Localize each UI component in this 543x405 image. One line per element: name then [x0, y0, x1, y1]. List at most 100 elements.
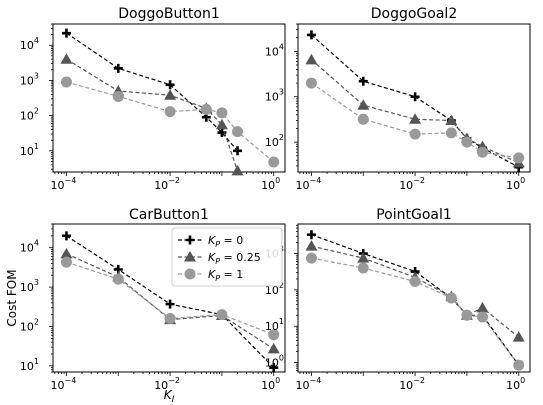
legend-var-sub: P [215, 274, 220, 283]
data-point [306, 30, 316, 40]
data-point [216, 107, 228, 119]
tick-exponent: 4 [34, 239, 39, 248]
x-tick-label: 10−2 [399, 176, 425, 192]
data-point [445, 127, 457, 139]
x-tick-label: 100 [506, 176, 525, 192]
plot-frame [297, 223, 531, 373]
x-tick-label: 10−4 [296, 176, 322, 192]
data-point [445, 114, 458, 125]
tick-exponent: 1 [34, 142, 39, 151]
legend-var-sub: P [215, 257, 220, 266]
tick-exponent: 0 [520, 176, 525, 185]
data-point [112, 90, 124, 102]
data-point [164, 89, 177, 100]
data-point [112, 273, 124, 285]
tick-exponent: 1 [279, 317, 284, 326]
data-point [305, 252, 317, 264]
panel-title: PointGoal1 [376, 207, 452, 223]
data-point [61, 231, 71, 241]
tick-base: 10 [399, 179, 413, 192]
legend-label: KP = 0.25 [208, 251, 261, 266]
tick-base: 10 [265, 357, 279, 370]
data-point [513, 359, 525, 371]
tick-base: 10 [265, 320, 279, 333]
tick-base: 10 [20, 281, 34, 294]
data-point [60, 53, 73, 64]
tick-exponent: 4 [34, 36, 39, 45]
x-tick-label: 10−2 [154, 176, 180, 192]
data-point [216, 309, 228, 321]
tick-exponent: −2 [413, 376, 425, 385]
panel-pointgoal1: PointGoal1 10−410−2100100101102103 [265, 207, 531, 392]
data-point [305, 240, 318, 251]
data-point [461, 136, 473, 148]
legend-box [171, 227, 283, 287]
tick-exponent: 3 [34, 278, 39, 287]
tick-exponent: 2 [34, 318, 39, 327]
tick-exponent: −2 [168, 176, 180, 185]
tick-base: 10 [399, 379, 413, 392]
tick-base: 10 [506, 179, 520, 192]
y-tick-label: 104 [20, 239, 39, 255]
legend-label: KP = 0 [208, 234, 243, 249]
data-point [461, 309, 473, 321]
tick-base: 10 [51, 179, 65, 192]
y-tick-label: 100 [265, 354, 284, 370]
y-tick-label: 101 [265, 317, 284, 333]
legend-marker [185, 235, 195, 245]
y-axis-label: Cost FOM [5, 269, 19, 326]
data-point [269, 363, 279, 373]
data-point [165, 80, 175, 90]
data-point [357, 113, 369, 125]
tick-exponent: 0 [520, 376, 525, 385]
x-tick-label: 10−2 [399, 376, 425, 392]
data-point [306, 230, 316, 240]
tick-exponent: 2 [34, 107, 39, 116]
tick-base: 10 [20, 74, 34, 87]
data-point [357, 252, 370, 263]
data-point [113, 63, 123, 73]
y-tick-label: 103 [20, 278, 39, 294]
data-point [409, 276, 421, 288]
data-point [60, 256, 72, 268]
legend-marker [184, 251, 196, 262]
data-point [268, 156, 280, 168]
tick-base: 10 [261, 379, 275, 392]
tick-base: 10 [51, 379, 65, 392]
tick-exponent: −4 [65, 376, 77, 385]
y-tick-label: 103 [265, 88, 284, 104]
y-tick-label: 101 [20, 142, 39, 158]
panel-title: CarButton1 [129, 207, 209, 223]
tick-base: 10 [261, 179, 275, 192]
data-point [232, 126, 244, 138]
tick-base: 10 [265, 91, 279, 104]
data-point [305, 77, 317, 89]
legend-marker [184, 268, 196, 280]
data-point [409, 113, 422, 124]
data-point [267, 342, 280, 354]
data-point [357, 262, 369, 274]
data-point [305, 53, 318, 65]
tick-base: 10 [20, 360, 34, 373]
data-point [513, 152, 525, 164]
tick-exponent: 0 [275, 176, 280, 185]
y-tick-label: 103 [20, 71, 39, 87]
y-tick-label: 102 [20, 107, 39, 123]
tick-base: 10 [265, 45, 279, 58]
x-axis-label-sub: I [172, 395, 175, 405]
tick-base: 10 [20, 145, 34, 158]
data-point [357, 99, 370, 110]
legend-var: K [208, 234, 216, 247]
data-point [164, 106, 176, 118]
plot-frame [297, 23, 531, 173]
y-tick-label: 102 [20, 318, 39, 334]
tick-exponent: −2 [168, 376, 180, 385]
x-tick-label: 10−4 [51, 176, 77, 192]
x-tick-label: 10−4 [51, 376, 77, 392]
data-point [164, 312, 176, 324]
legend-var: K [208, 268, 216, 281]
